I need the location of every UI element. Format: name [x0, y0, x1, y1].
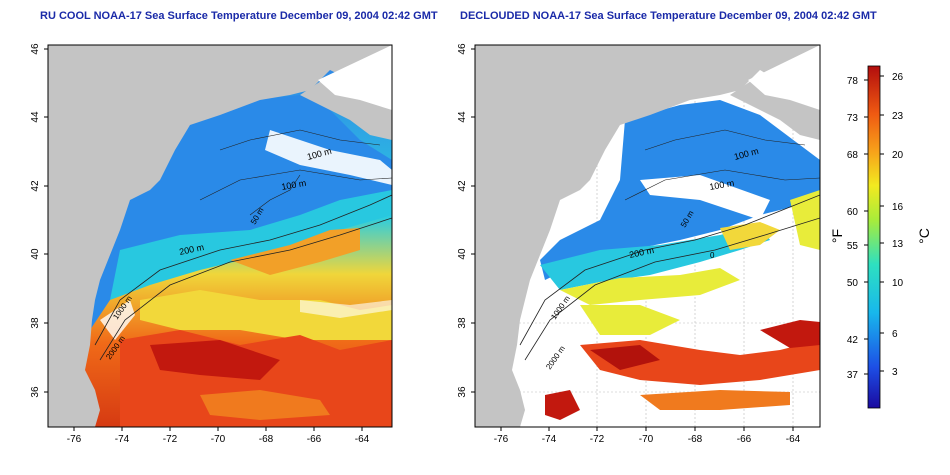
right-lon-tick: -74 [542, 434, 557, 445]
colorbar: 78 73 68 60 55 50 42 37 26 23 20 16 [829, 65, 932, 409]
celsius-tick: 10 [892, 278, 904, 289]
left-map-title: RU COOL NOAA-17 Sea Surface Temperature … [40, 10, 438, 22]
fahrenheit-tick: 37 [847, 370, 859, 381]
right-map-title: DECLOUDED NOAA-17 Sea Surface Temperatur… [460, 10, 877, 22]
left-lon-tick: -76 [67, 434, 82, 445]
colorbar-celsius-ticks: 26 23 20 16 13 10 6 3 [880, 72, 904, 378]
left-slope-water [110, 190, 392, 300]
left-lon-tick: -66 [307, 434, 322, 445]
right-lat-tick: 42 [457, 180, 468, 192]
left-lat-tick: 38 [30, 317, 41, 329]
fahrenheit-tick: 78 [847, 76, 859, 87]
celsius-tick: 20 [892, 150, 904, 161]
left-lon-tick: -64 [355, 434, 370, 445]
left-land-mass [48, 45, 392, 427]
left-lat-tick: 36 [30, 386, 41, 398]
right-lon-tick: -72 [590, 434, 605, 445]
celsius-tick: 3 [892, 367, 898, 378]
right-lat-axis: 46 44 42 40 38 36 [457, 43, 475, 398]
right-lon-tick: -76 [494, 434, 509, 445]
fahrenheit-tick: 50 [847, 278, 859, 289]
right-lat-tick: 38 [457, 317, 468, 329]
left-lat-tick: 44 [30, 111, 41, 123]
colorbar-gradient [867, 65, 881, 409]
left-contour-100m-b: 100 m [281, 178, 307, 192]
colorbar-unit-celsius: °C [916, 228, 932, 244]
right-map-frame [474, 44, 821, 428]
left-lat-tick: 46 [30, 43, 41, 55]
colorbar-unit-fahrenheit: °F [829, 229, 845, 243]
celsius-tick: 26 [892, 72, 904, 83]
celsius-tick: 16 [892, 202, 904, 213]
fahrenheit-tick: 42 [847, 335, 859, 346]
right-lon-tick: -64 [786, 434, 801, 445]
celsius-tick: 23 [892, 111, 904, 122]
fahrenheit-tick: 73 [847, 113, 859, 124]
right-lon-tick: -66 [737, 434, 752, 445]
left-lon-axis: -76 -74 -72 -70 -68 -66 -64 [67, 427, 370, 445]
celsius-tick: 13 [892, 239, 904, 250]
right-lat-tick: 44 [457, 111, 468, 123]
left-lon-tick: -68 [259, 434, 274, 445]
right-warm-band [560, 268, 740, 305]
left-lat-axis: 46 44 42 40 38 36 [30, 43, 48, 398]
fahrenheit-tick: 60 [847, 207, 859, 218]
colorbar-fahrenheit-ticks: 78 73 68 60 55 50 42 37 [847, 76, 868, 381]
right-lon-axis: -76 -74 -72 -70 -68 -66 -64 [494, 427, 801, 445]
fahrenheit-tick: 68 [847, 150, 859, 161]
right-lat-tick: 36 [457, 386, 468, 398]
right-lon-tick: -68 [688, 434, 703, 445]
right-contour-0: 0 [710, 251, 715, 260]
left-lat-tick: 42 [30, 180, 41, 192]
right-lat-tick: 40 [457, 248, 468, 260]
right-land-mass [475, 45, 820, 427]
celsius-tick: 6 [892, 329, 898, 340]
right-lon-tick: -70 [639, 434, 654, 445]
right-contour-100m-b: 100 m [709, 178, 735, 192]
left-lat-tick: 40 [30, 248, 41, 260]
right-lat-tick: 46 [457, 43, 468, 55]
left-map-frame [47, 44, 393, 428]
left-lon-tick: -70 [211, 434, 226, 445]
left-map-panel: 100 m 100 m 200 m 50 m 2000 m 1000 m 46 … [30, 43, 393, 445]
left-lon-tick: -74 [115, 434, 130, 445]
right-map-panel: 100 m 100 m 200 m 50 m 1000 m 2000 m 0 4… [457, 43, 821, 445]
left-lon-tick: -72 [163, 434, 178, 445]
fahrenheit-tick: 55 [847, 241, 859, 252]
